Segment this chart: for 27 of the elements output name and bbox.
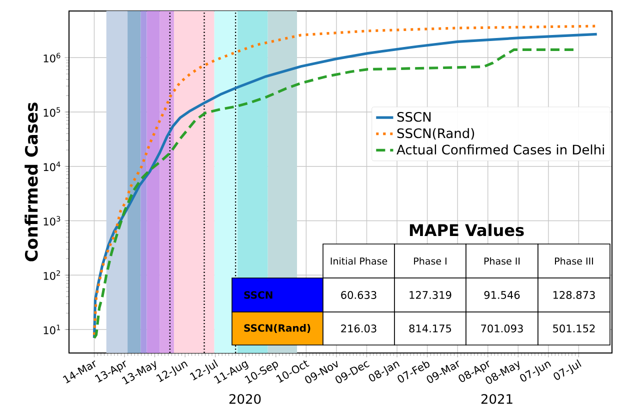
legend-label: Actual Confirmed Cases in Delhi <box>396 144 604 155</box>
y-axis-title: Confirmed Cases <box>24 102 38 262</box>
annotation: 127.319 <box>410 291 452 299</box>
annotation: Phase I <box>414 257 446 265</box>
y-tick-label: 10$^{3}$ <box>44 216 60 226</box>
y-tick-label: 10$^{6}$ <box>44 52 60 62</box>
legend-label: SSCN <box>397 112 431 122</box>
annotation: Phase II <box>484 257 520 265</box>
annotation: 128.873 <box>553 291 595 299</box>
y-tick-label: 10$^{2}$ <box>44 270 60 280</box>
text: 2020 <box>229 394 261 404</box>
annotation: 60.633 <box>341 291 376 299</box>
y-tick-label: 10$^{5}$ <box>44 107 60 117</box>
annotation: 501.152 <box>553 324 595 332</box>
annotation: Phase III <box>555 257 593 265</box>
y-tick-label: 10$^{4}$ <box>44 162 60 172</box>
text: 2021 <box>481 394 512 404</box>
annotation: SSCN(Rand) <box>244 324 310 333</box>
annotation: 814.175 <box>409 324 452 332</box>
y-tick-label: 10$^{1}$ <box>44 324 60 334</box>
annotation: 91.546 <box>484 291 520 299</box>
annotation: Initial Phase <box>330 257 388 265</box>
annotation: 701.093 <box>481 324 523 332</box>
annotation: 216.03 <box>341 324 376 332</box>
legend-label: SSCN(Rand) <box>397 128 474 140</box>
annotation: SSCN <box>244 291 272 299</box>
annotation: MAPE Values <box>410 224 524 236</box>
